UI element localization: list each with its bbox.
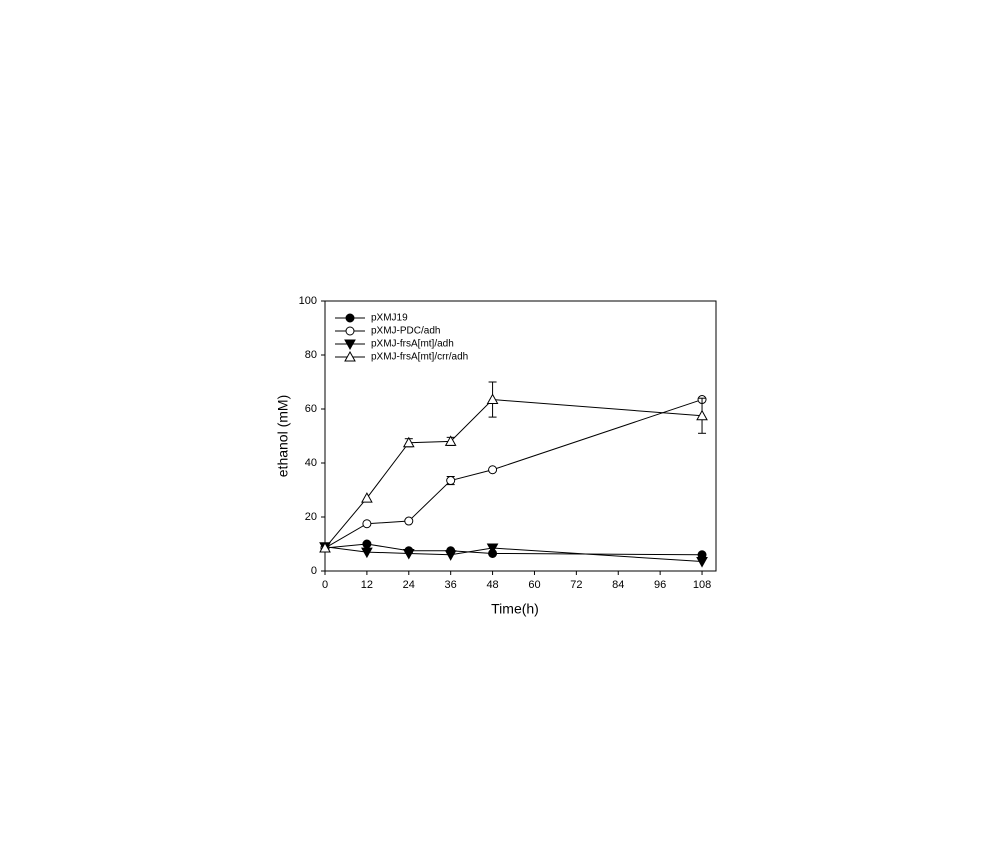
marker — [363, 520, 371, 528]
marker — [363, 540, 371, 548]
x-tick-label: 48 — [486, 579, 498, 591]
x-tick-label: 84 — [612, 579, 624, 591]
x-tick-label: 24 — [403, 579, 415, 591]
y-tick-label: 100 — [299, 295, 317, 307]
marker — [362, 493, 372, 502]
y-tick-label: 80 — [305, 349, 317, 361]
x-tick-label: 0 — [322, 579, 328, 591]
marker — [446, 551, 456, 560]
x-tick-label: 96 — [654, 579, 666, 591]
marker — [346, 327, 354, 335]
marker — [697, 558, 707, 567]
x-tick-label: 36 — [445, 579, 457, 591]
marker — [488, 395, 498, 404]
marker — [447, 477, 455, 485]
y-axis-label: ethanol (mM) — [275, 395, 291, 477]
x-tick-label: 60 — [528, 579, 540, 591]
page: Time(h) ethanol (mM) 0 12 24 36 48 60 72 84 96 10… — [0, 0, 1000, 864]
x-tick-label: 72 — [570, 579, 582, 591]
marker — [489, 466, 497, 474]
marker — [346, 314, 354, 322]
x-tick-label: 108 — [693, 579, 711, 591]
series-line — [325, 400, 702, 549]
y-tick-label: 40 — [305, 457, 317, 469]
legend-label: pXMJ-PDC/adh — [371, 326, 440, 337]
chart: Time(h) ethanol (mM) 0 12 24 36 48 60 72 84 96 10… — [0, 0, 1000, 859]
y-tick-label: 20 — [305, 511, 317, 523]
marker — [405, 517, 413, 525]
legend-label: pXMJ19 — [371, 313, 408, 324]
x-tick-label: 12 — [361, 579, 373, 591]
legend-label: pXMJ-frsA[mt]/adh — [371, 339, 454, 350]
y-tick-label: 60 — [305, 403, 317, 415]
x-axis-label: Time(h) — [491, 601, 539, 617]
y-tick-label: 0 — [311, 565, 317, 577]
legend-label: pXMJ-frsA[mt]/crr/adh — [371, 352, 468, 363]
series-line — [325, 400, 702, 549]
